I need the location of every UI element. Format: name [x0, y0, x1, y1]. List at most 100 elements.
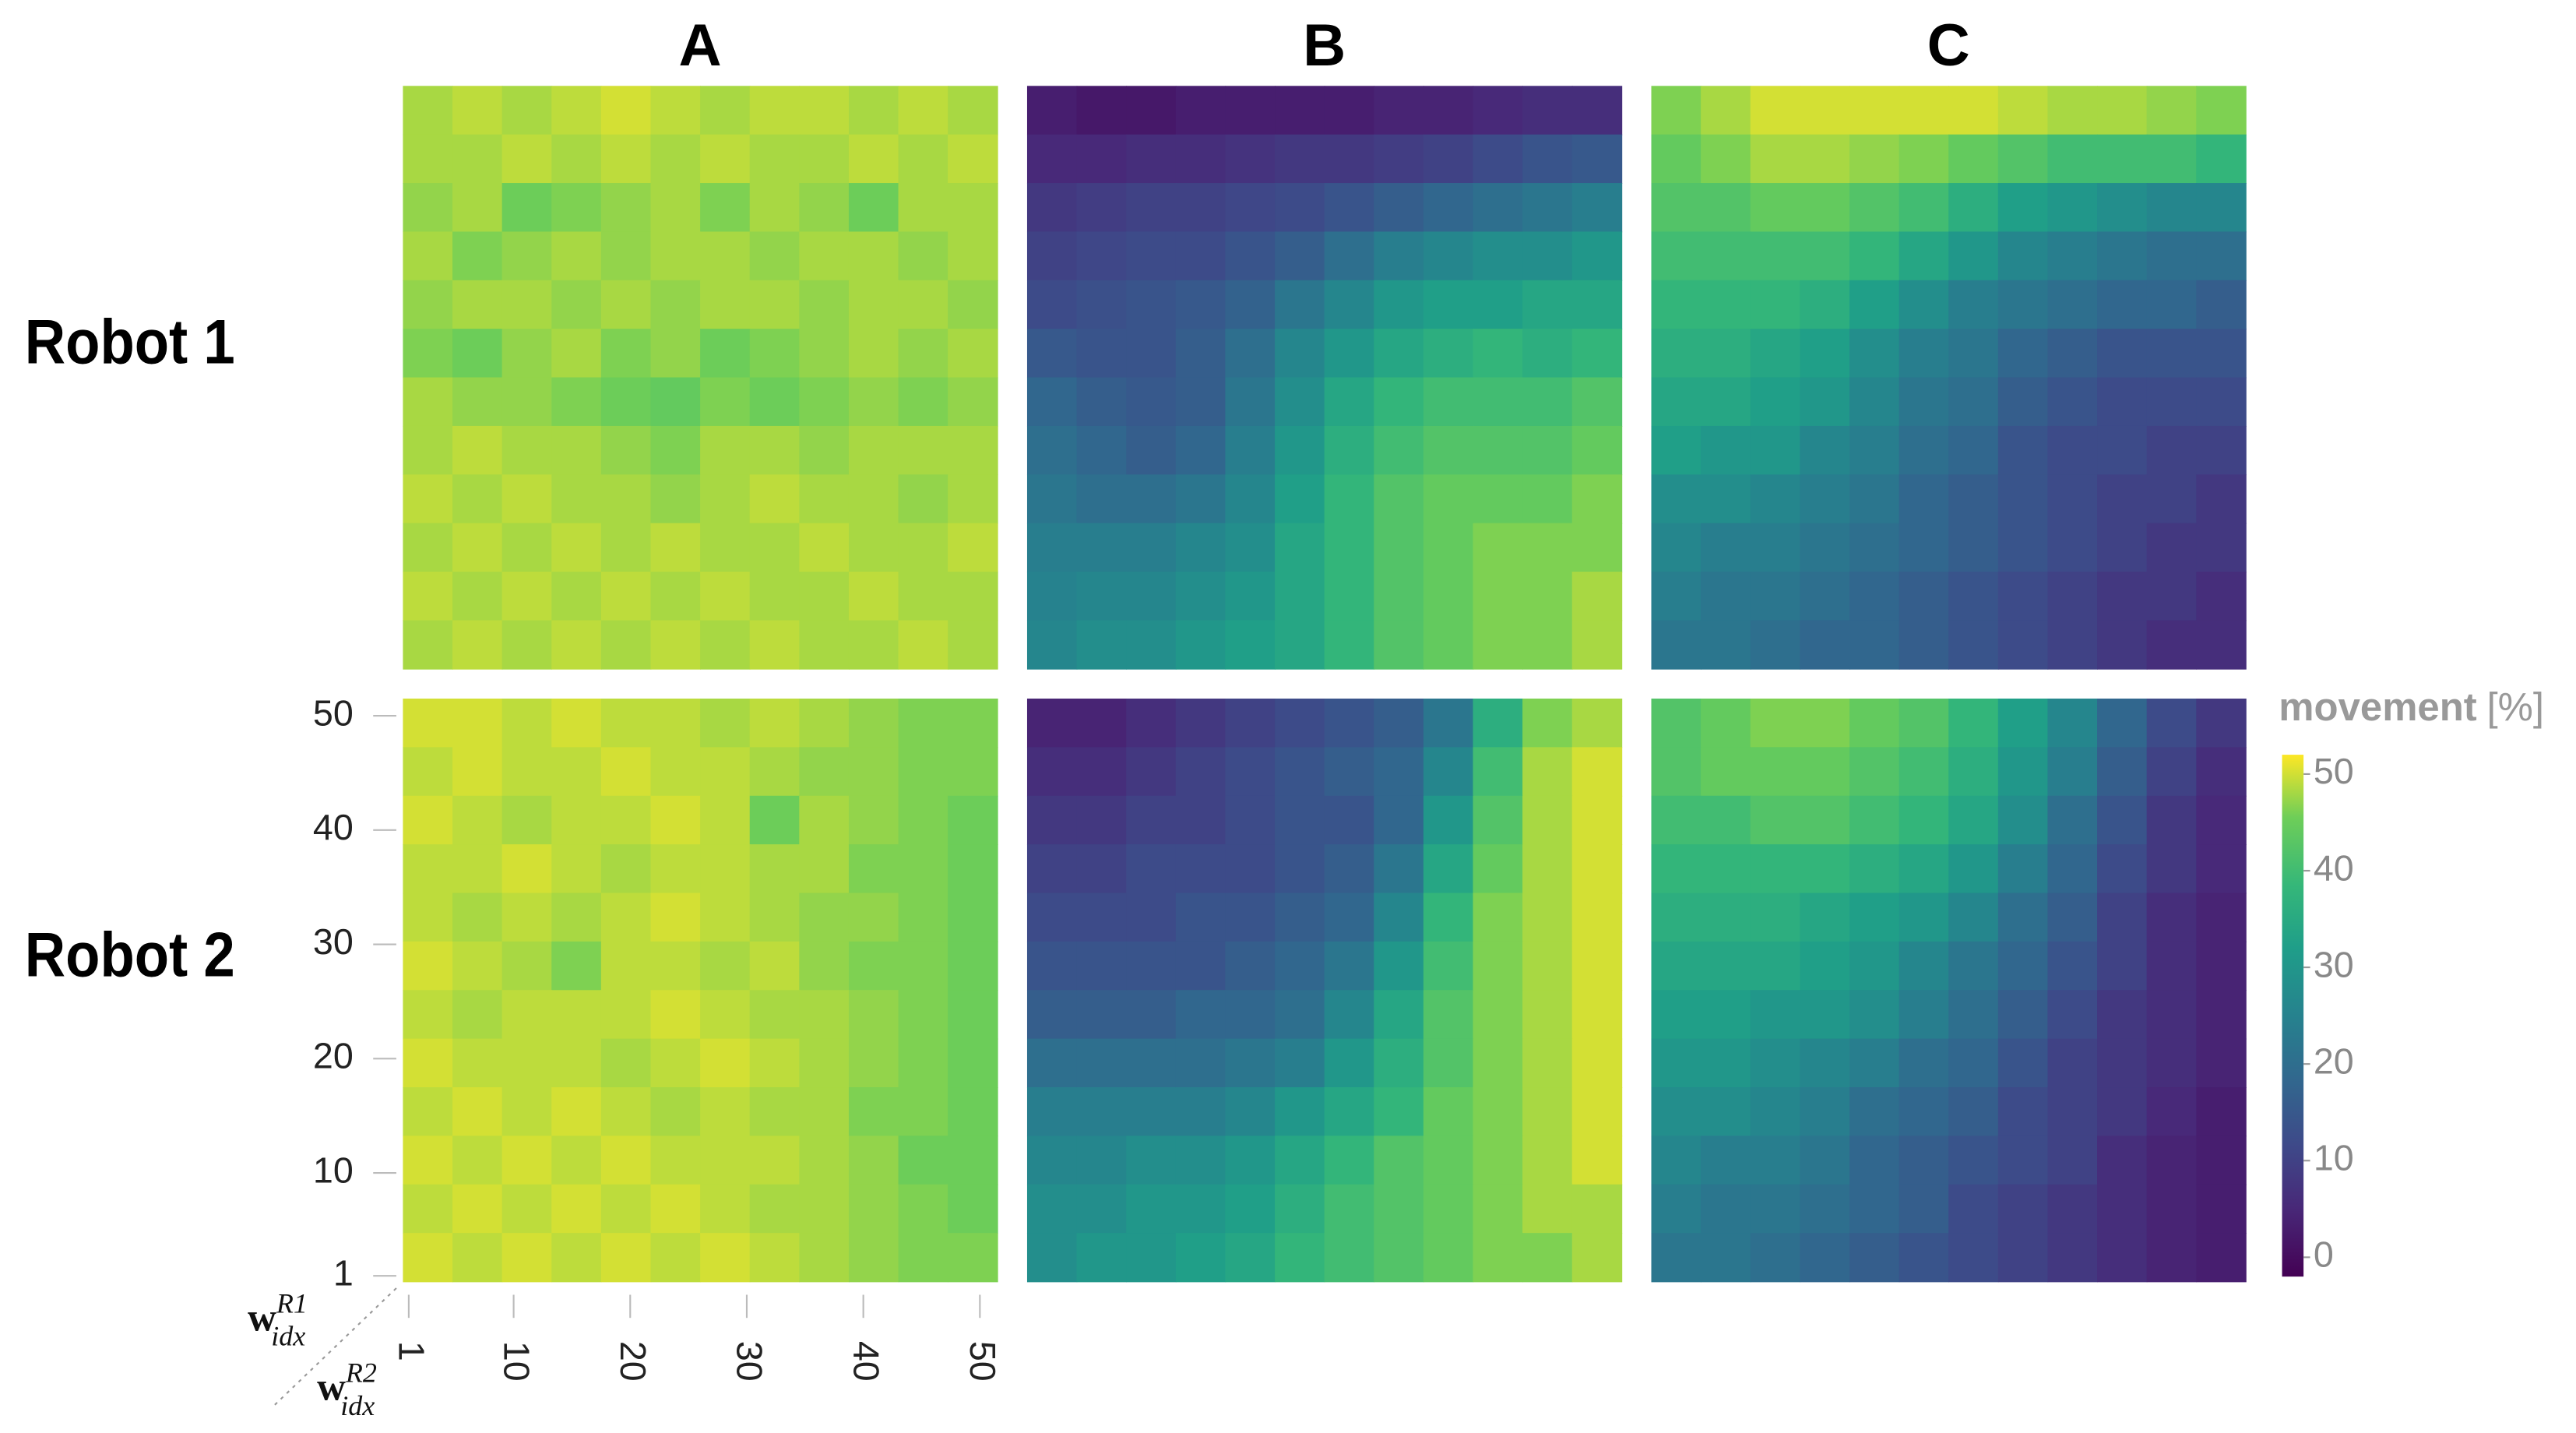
heatmap-cell	[2146, 620, 2198, 670]
heatmap-cell	[600, 1087, 652, 1137]
heatmap-cell	[898, 183, 949, 233]
heatmap-cell	[948, 795, 998, 845]
heatmap-cell	[799, 280, 850, 330]
heatmap-cell	[2097, 280, 2148, 330]
heatmap-cell	[1522, 425, 1573, 476]
colorbar	[2282, 755, 2304, 1277]
heatmap-cell	[551, 990, 602, 1040]
heatmap-cell	[1701, 747, 1751, 797]
heatmap-cell	[1225, 1135, 1276, 1185]
heatmap-cell	[1126, 698, 1177, 748]
heatmap-cell	[700, 329, 751, 378]
heatmap-cell	[1522, 280, 1573, 330]
heatmap-cell	[1997, 377, 2049, 427]
heatmap-cell	[650, 425, 701, 476]
heatmap-cell	[650, 698, 701, 748]
heatmap-cell	[1997, 990, 2049, 1040]
heatmap-cell	[1076, 86, 1128, 136]
heatmap-cell	[799, 231, 850, 281]
heatmap-cell	[1275, 474, 1325, 524]
heatmap-cell	[848, 280, 899, 330]
heatmap-cell	[1026, 134, 1078, 184]
heatmap-cell	[1275, 1038, 1325, 1088]
heatmap-cell	[1948, 523, 1999, 572]
heatmap-cell	[898, 795, 949, 845]
heatmap-cell	[1026, 990, 1078, 1040]
heatmap-cell	[501, 377, 553, 427]
heatmap-cell	[600, 183, 652, 233]
heatmap-cell	[1701, 86, 1751, 136]
heatmap-cell	[1849, 1135, 1900, 1185]
heatmap-cell	[403, 523, 453, 572]
axis-diagonal	[272, 1287, 397, 1408]
heatmap-cell	[799, 620, 850, 670]
heatmap-cell	[948, 231, 998, 281]
heatmap-cell	[452, 1038, 503, 1088]
heatmap-cell	[1473, 844, 1523, 894]
heatmap-cell	[650, 134, 701, 184]
heatmap-cell	[1374, 425, 1424, 476]
heatmap-cell	[1651, 329, 1701, 378]
heatmap-cell	[1126, 231, 1177, 281]
heatmap-cell	[501, 893, 553, 942]
heatmap-cell	[700, 795, 751, 845]
heatmap-cell	[1473, 941, 1523, 991]
heatmap-cell	[1948, 377, 1999, 427]
heatmap-cell	[749, 86, 801, 136]
heatmap-cell	[1571, 698, 1623, 748]
heatmap-cell	[551, 620, 602, 670]
heatmap-cell	[1800, 1087, 1850, 1137]
heatmap-cell	[1522, 844, 1573, 894]
heatmap-cell	[1324, 1233, 1375, 1283]
heatmap-panel	[1026, 698, 1623, 1283]
heatmap-cell	[1076, 474, 1128, 524]
heatmap-cell	[1473, 474, 1523, 524]
heatmap-cell	[2097, 1233, 2148, 1283]
heatmap-cell	[1899, 231, 1950, 281]
x-tick-label: 10	[496, 1341, 537, 1382]
heatmap-cell	[1522, 572, 1573, 621]
heatmap-cell	[1324, 1038, 1375, 1088]
heatmap-cell	[1997, 893, 2049, 942]
heatmap-cell	[1750, 523, 1801, 572]
heatmap-cell	[1225, 698, 1276, 748]
heatmap-cell	[1076, 747, 1128, 797]
heatmap-cell	[700, 747, 751, 797]
heatmap-cell	[1076, 1135, 1128, 1185]
heatmap-cell	[1651, 795, 1701, 845]
heatmap-cell	[2097, 329, 2148, 378]
heatmap-cell	[1374, 1135, 1424, 1185]
heatmap-cell	[1374, 134, 1424, 184]
heatmap-cell	[1522, 1184, 1573, 1234]
heatmap-cell	[1423, 280, 1474, 330]
heatmap-cell	[1126, 1184, 1177, 1234]
heatmap-cell	[1522, 329, 1573, 378]
heatmap-cell	[600, 86, 652, 136]
heatmap-cell	[1571, 425, 1623, 476]
heatmap-cell	[1026, 1184, 1078, 1234]
heatmap-cell	[1225, 377, 1276, 427]
heatmap-cell	[1126, 280, 1177, 330]
heatmap-cell	[1899, 474, 1950, 524]
heatmap-cell	[650, 1233, 701, 1283]
heatmap-cell	[2047, 795, 2098, 845]
heatmap-cell	[1126, 572, 1177, 621]
heatmap-cell	[1800, 1038, 1850, 1088]
heatmap-cell	[1750, 990, 1801, 1040]
heatmap-cell	[1571, 377, 1623, 427]
heatmap-cell	[1651, 620, 1701, 670]
heatmap-cell	[1997, 941, 2049, 991]
heatmap-cell	[948, 523, 998, 572]
heatmap-cell	[2047, 698, 2098, 748]
heatmap-cell	[1076, 795, 1128, 845]
heatmap-cell	[1800, 747, 1850, 797]
heatmap-cell	[1076, 1038, 1128, 1088]
heatmap-cell	[1225, 572, 1276, 621]
heatmap-cell	[600, 523, 652, 572]
heatmap-cell	[1750, 941, 1801, 991]
heatmap-cell	[1800, 134, 1850, 184]
heatmap-cell	[2097, 747, 2148, 797]
heatmap-cell	[1849, 231, 1900, 281]
heatmap-cell	[1175, 747, 1226, 797]
heatmap-cell	[1026, 698, 1078, 748]
